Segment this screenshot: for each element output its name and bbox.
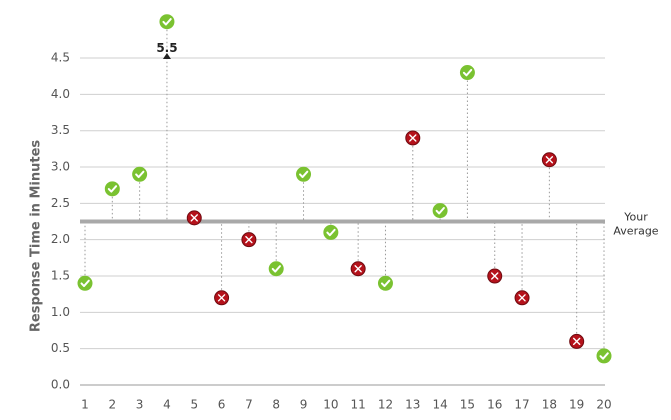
x-tick-label: 8 [272, 398, 280, 412]
x-tick-label: 20 [596, 398, 611, 412]
value-label: 5.5 [156, 41, 177, 55]
x-tick-label: 7 [245, 398, 253, 412]
point-marker [296, 166, 312, 182]
marker-circle [296, 166, 312, 182]
x-tick-label: 11 [351, 398, 366, 412]
marker-circle [132, 166, 148, 182]
y-tick-label: 3.5 [51, 123, 70, 137]
check-icon [135, 170, 145, 179]
point-marker [214, 290, 230, 306]
point-marker [487, 268, 503, 284]
cross-icon [518, 294, 526, 302]
x-tick-label: 1 [81, 398, 89, 412]
marker-circle [596, 348, 612, 364]
y-tick-label: 2.0 [51, 232, 70, 246]
y-tick-label: 1.0 [51, 305, 70, 319]
check-icon [599, 352, 609, 360]
x-tick-label: 13 [405, 398, 420, 412]
marker-circle [104, 181, 120, 197]
point-marker [459, 65, 475, 81]
cross-icon [545, 156, 554, 164]
marker-circle [432, 203, 448, 219]
x-tick-label: 10 [323, 398, 338, 412]
point-marker [541, 152, 557, 168]
y-tick-label: 4.0 [51, 87, 70, 101]
check-icon [271, 265, 282, 273]
cross-icon [491, 272, 499, 280]
y-axis-label: Response Time in Minutes [29, 140, 44, 333]
average-label: Your Average [613, 211, 658, 238]
point-marker [132, 166, 148, 182]
x-tick-label: 15 [460, 398, 475, 412]
cross-icon [409, 134, 417, 142]
cross-icon [217, 294, 226, 302]
point-marker [514, 290, 530, 306]
x-tick-label: 6 [218, 398, 226, 412]
check-icon [380, 279, 391, 288]
point-marker [432, 203, 448, 219]
marker-circle [268, 261, 284, 277]
cross-icon [245, 235, 253, 244]
x-tick-label: 14 [432, 398, 447, 412]
point-marker [186, 210, 202, 226]
marker-circle [77, 275, 93, 291]
x-tick-label: 17 [514, 398, 529, 412]
check-icon [299, 170, 309, 179]
marker-circle [377, 275, 393, 291]
overflow-arrow [162, 53, 171, 60]
check-icon [80, 279, 90, 288]
x-tick-label: 18 [542, 398, 557, 412]
x-tick-label: 2 [108, 398, 116, 412]
marker-circle [159, 14, 175, 30]
point-marker [104, 181, 120, 197]
point-marker [350, 261, 366, 277]
y-tick-label: 0.0 [51, 378, 70, 392]
point-marker [77, 275, 93, 291]
point-marker [596, 348, 612, 364]
y-tick-label: 0.5 [51, 341, 70, 355]
check-icon [107, 185, 118, 193]
x-tick-label: 12 [378, 398, 393, 412]
x-tick-label: 9 [300, 398, 308, 412]
point-marker [377, 275, 393, 291]
check-icon [326, 228, 336, 237]
y-tick-label: 4.5 [51, 51, 70, 65]
check-icon [162, 18, 172, 26]
check-icon [435, 207, 445, 215]
cross-icon [354, 265, 362, 273]
x-tick-label: 4 [163, 398, 171, 412]
marker-circle [459, 65, 475, 81]
point-marker [241, 232, 257, 248]
x-tick-label: 19 [569, 398, 584, 412]
point-marker [323, 224, 339, 240]
y-tick-label: 2.5 [51, 196, 70, 210]
check-icon [462, 68, 473, 77]
x-tick-label: 5 [190, 398, 198, 412]
point-marker [569, 333, 585, 349]
cross-icon [572, 337, 581, 346]
y-tick-label: 3.0 [51, 160, 70, 174]
marker-circle [323, 224, 339, 240]
point-marker [268, 261, 284, 277]
point-marker [159, 14, 175, 30]
x-tick-label: 3 [136, 398, 144, 412]
point-marker [405, 130, 421, 146]
cross-icon [190, 214, 198, 222]
x-tick-label: 16 [487, 398, 502, 412]
y-tick-label: 1.5 [51, 269, 70, 283]
